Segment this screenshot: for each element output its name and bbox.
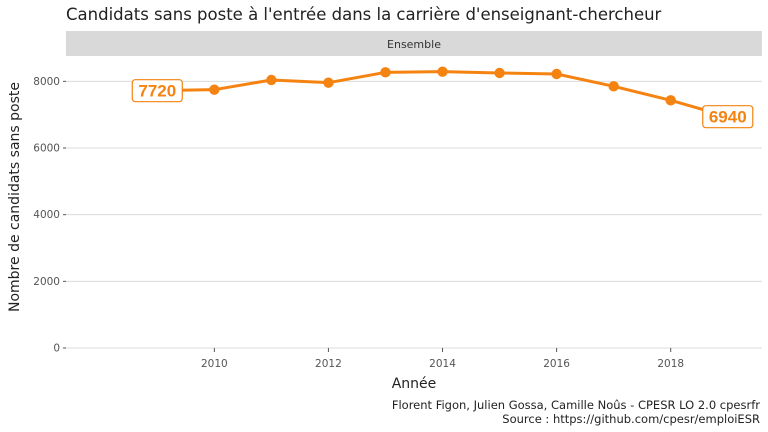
first-value-label: 7720 <box>138 82 176 101</box>
series-line <box>157 70 729 119</box>
x-axis: 2010 2012 2014 2016 2018 <box>201 348 684 370</box>
data-point <box>551 68 562 80</box>
end-labels: 7720 6940 <box>131 79 754 129</box>
data-point <box>608 81 619 92</box>
caption-source: Source : https://github.com/cpesr/emploi… <box>502 412 760 426</box>
data-point <box>266 74 277 86</box>
data-point <box>665 95 676 106</box>
data-point <box>380 67 391 78</box>
data-point <box>494 67 505 79</box>
x-tick-label: 2016 <box>543 358 570 370</box>
y-tick-label: 2000 <box>33 276 60 288</box>
x-tick-label: 2012 <box>315 358 342 370</box>
caption-authors: Florent Figon, Julien Gossa, Camille Noû… <box>392 398 760 412</box>
grid <box>66 80 762 349</box>
y-tick-label: 8000 <box>33 76 60 88</box>
x-tick-label: 2014 <box>429 358 456 370</box>
facet-strip <box>66 31 762 56</box>
x-axis-title: Année <box>392 376 437 392</box>
facet-label: Ensemble <box>387 38 441 51</box>
y-tick-label: 6000 <box>33 143 60 155</box>
y-tick-label: 0 <box>53 343 60 355</box>
y-axis: 0 2000 4000 6000 8000 <box>33 76 66 355</box>
last-value-label: 6940 <box>709 108 747 127</box>
x-tick-label: 2010 <box>201 358 228 370</box>
first-value-label-box <box>131 79 183 103</box>
data-point <box>437 66 448 77</box>
chart-title: Candidats sans poste à l'entrée dans la … <box>66 5 662 24</box>
last-value-label-box <box>702 105 754 129</box>
y-tick-label: 4000 <box>33 209 60 221</box>
data-point <box>323 77 334 88</box>
y-axis-title: Nombre de candidats sans poste <box>7 82 23 312</box>
series <box>157 66 729 119</box>
data-point <box>209 84 220 95</box>
x-tick-label: 2018 <box>657 358 684 370</box>
